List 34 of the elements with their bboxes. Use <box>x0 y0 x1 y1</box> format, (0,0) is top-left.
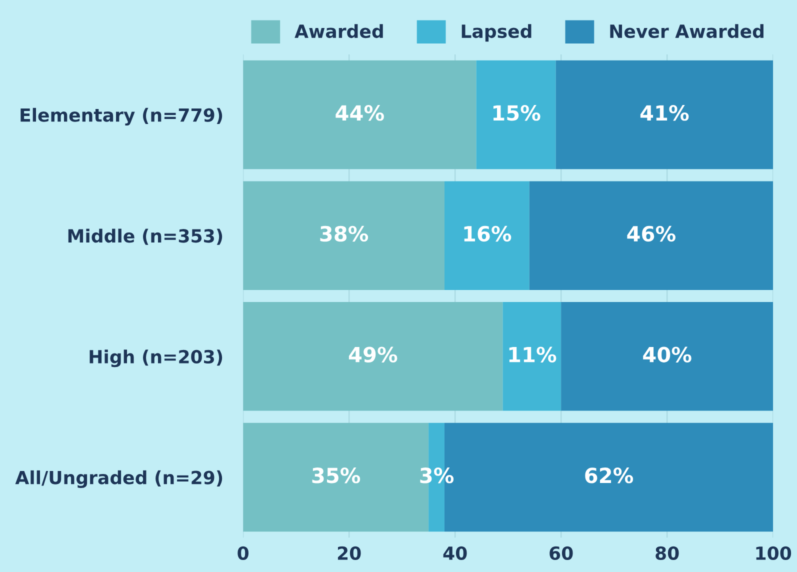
bar <box>243 181 444 290</box>
bar <box>561 302 774 411</box>
data-label: 46% <box>627 226 676 242</box>
legend-label: Awarded <box>294 24 383 38</box>
data-label: 35% <box>312 468 360 484</box>
bar <box>476 60 556 170</box>
x-tick-label: 0 <box>238 546 249 560</box>
bar <box>243 302 503 411</box>
data-label: 44% <box>336 105 384 121</box>
data-label: 41% <box>640 105 689 121</box>
data-label: 62% <box>585 468 634 484</box>
x-tick-label: 60 <box>550 546 573 560</box>
data-label: 15% <box>493 105 540 121</box>
bar <box>529 181 774 290</box>
data-label: 11% <box>509 346 556 362</box>
data-label: 40% <box>643 346 692 362</box>
x-tick-label: 100 <box>756 546 792 560</box>
y-tick-label: Middle (n=353) <box>68 228 222 245</box>
bar <box>243 60 476 170</box>
bar <box>556 60 774 170</box>
data-label: 49% <box>348 346 398 362</box>
x-tick-label: 20 <box>338 546 361 560</box>
legend-label: Never Awarded <box>610 24 764 38</box>
x-tick-label: 40 <box>443 546 467 560</box>
x-tick-label: 80 <box>656 546 679 560</box>
data-label: 16% <box>464 226 512 242</box>
y-tick-label: High (n=203) <box>90 350 222 368</box>
legend-label: Lapsed <box>462 24 532 42</box>
y-tick-label: All/Ungraded (n=29) <box>15 470 222 488</box>
data-label: 3% <box>420 468 454 484</box>
bar <box>502 302 562 411</box>
y-tick-label: Elementary (n=779) <box>20 108 222 126</box>
bar <box>444 181 530 290</box>
data-label: 38% <box>320 226 368 242</box>
